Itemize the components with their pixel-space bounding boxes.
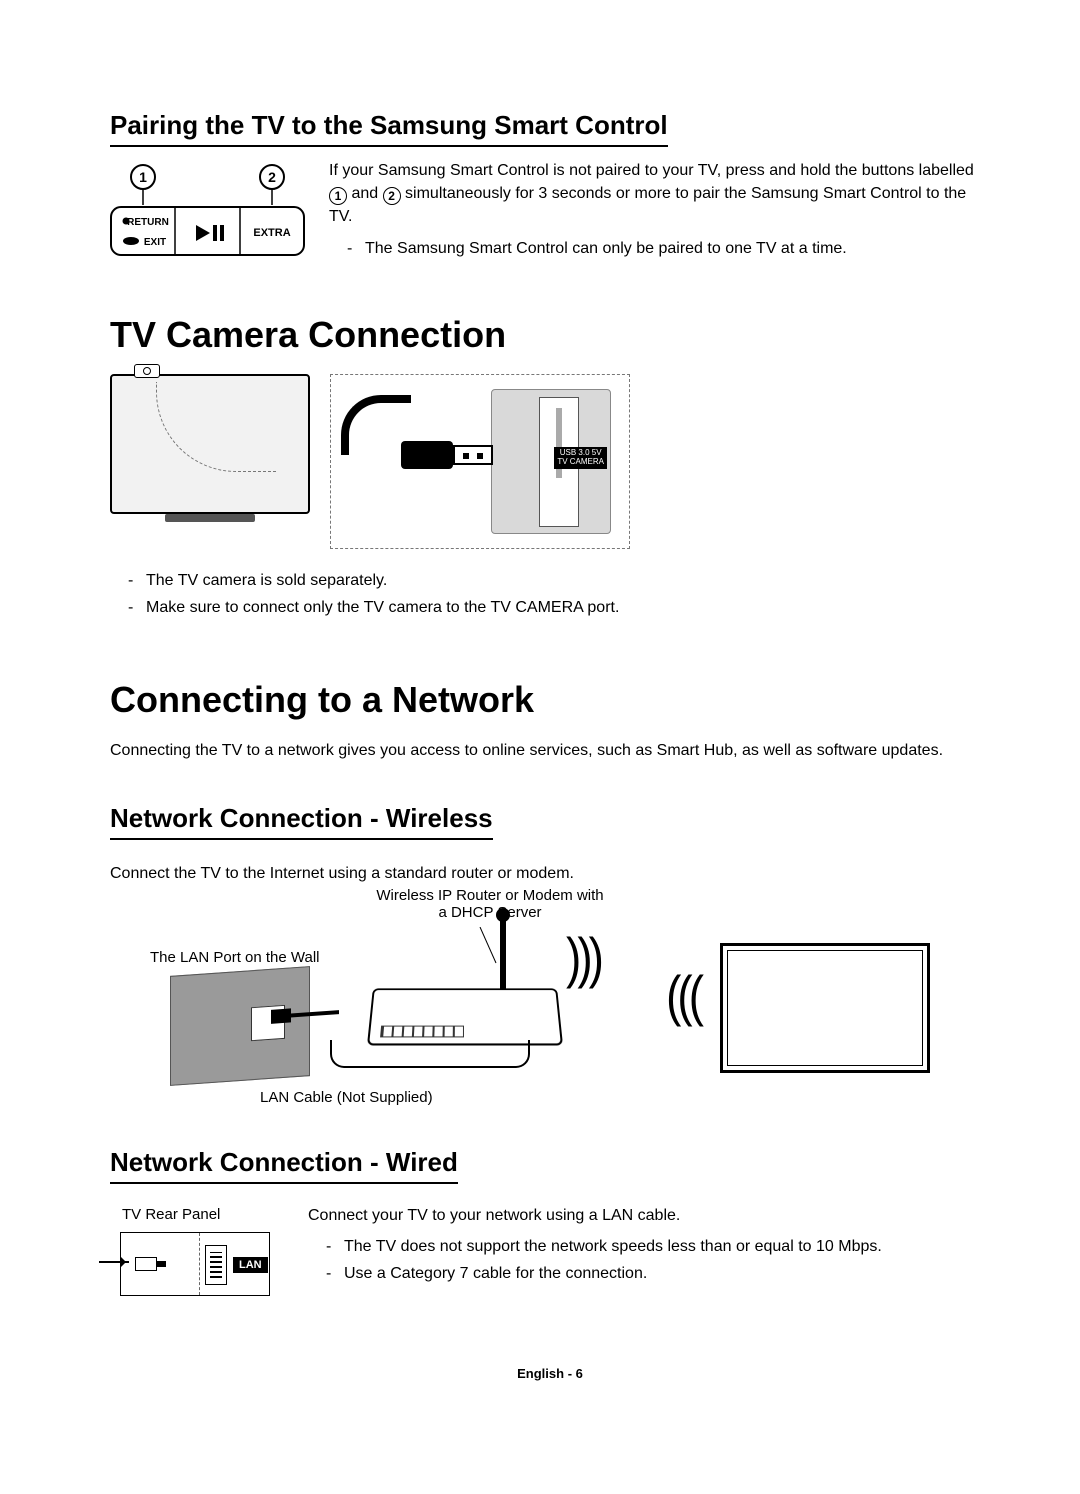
pairing-heading: Pairing the TV to the Samsung Smart Cont…: [110, 110, 668, 147]
footer-page: 6: [576, 1366, 583, 1381]
footer-sep: -: [564, 1366, 576, 1381]
dash-icon: -: [326, 1262, 344, 1285]
router-pointer-line: [460, 927, 500, 967]
camera-icon: [134, 364, 160, 378]
wireless-diagram: Wireless IP Router or Modem with a DHCP …: [110, 891, 930, 1131]
camera-tv-illustration: [110, 374, 310, 514]
router-label: Wireless IP Router or Modem with a DHCP …: [360, 887, 620, 921]
tv-rear-label: TV Rear Panel: [122, 1204, 280, 1226]
lan-cable-label: LAN Cable (Not Supplied): [260, 1089, 433, 1106]
pairing-text: If your Samsung Smart Control is not pai…: [329, 159, 990, 264]
camera-port-detail: USB 3.0 5V TV CAMERA: [330, 374, 630, 549]
pairing-note-text: The Samsung Smart Control can only be pa…: [365, 237, 847, 260]
wired-text: Connect your TV to your network using a …: [308, 1202, 990, 1290]
network-intro: Connecting the TV to a network gives you…: [110, 739, 990, 762]
remote-diagram: 1 2 RETURN EXIT EXTRA: [110, 159, 305, 274]
page-footer: English - 6: [110, 1366, 990, 1381]
router-icon: [370, 986, 560, 1046]
camera-heading: TV Camera Connection: [110, 314, 990, 356]
remote-num1: 1: [139, 169, 147, 185]
wireless-heading: Network Connection - Wireless: [110, 803, 493, 840]
pairing-note: - The Samsung Smart Control can only be …: [329, 237, 990, 260]
wired-section: Network Connection - Wired TV Rear Panel…: [110, 1147, 990, 1296]
pairing-para-c: simultaneously for 3 seconds or more to …: [329, 185, 966, 225]
remote-return-label: RETURN: [127, 217, 169, 228]
network-heading: Connecting to a Network: [110, 679, 990, 721]
dash-icon: -: [128, 569, 146, 592]
dash-icon: -: [326, 1235, 344, 1258]
wireless-section: Network Connection - Wireless Connect th…: [110, 803, 990, 1131]
page: Pairing the TV to the Samsung Smart Cont…: [0, 0, 1080, 1441]
inline-num-1: 1: [329, 187, 347, 205]
dash-icon: -: [347, 237, 365, 260]
wall-port-label: The LAN Port on the Wall: [150, 949, 320, 966]
pairing-paragraph: If your Samsung Smart Control is not pai…: [329, 159, 990, 229]
inline-num-2: 2: [383, 187, 401, 205]
remote-exit-label: EXIT: [144, 237, 166, 248]
remote-svg: 1 2 RETURN EXIT EXTRA: [110, 159, 305, 269]
wired-row: TV Rear Panel LAN Connect your TV to you…: [110, 1202, 990, 1296]
dash-icon: -: [128, 596, 146, 619]
tv-rear-diagram: TV Rear Panel LAN: [110, 1202, 280, 1296]
wifi-waves-in-icon: ))): [670, 963, 704, 1028]
tv-outline-icon: [720, 943, 930, 1073]
wifi-waves-out-icon: ))): [566, 925, 600, 990]
camera-figures: USB 3.0 5V TV CAMERA: [110, 374, 990, 549]
wired-note-0-text: The TV does not support the network spee…: [344, 1235, 882, 1258]
pairing-para-b: and: [347, 185, 383, 202]
footer-lang: English: [517, 1366, 564, 1381]
camera-note-0-text: The TV camera is sold separately.: [146, 569, 387, 592]
wired-note-1-text: Use a Category 7 cable for the connectio…: [344, 1262, 647, 1285]
tv-rear-box: LAN: [120, 1232, 270, 1296]
camera-cable: [156, 382, 276, 472]
lan-plug-icon: [135, 1257, 157, 1271]
wireless-intro: Connect the TV to the Internet using a s…: [110, 862, 990, 885]
remote-extra-label: EXTRA: [253, 227, 290, 239]
wired-note-0: - The TV does not support the network sp…: [308, 1235, 990, 1258]
lan-tag: LAN: [233, 1257, 268, 1273]
usb-plug-icon: [391, 435, 501, 475]
pairing-row: 1 2 RETURN EXIT EXTRA: [110, 159, 990, 274]
pairing-section: Pairing the TV to the Samsung Smart Cont…: [110, 110, 990, 274]
usb-port-label: USB 3.0 5V TV CAMERA: [554, 447, 607, 469]
camera-note-1-text: Make sure to connect only the TV camera …: [146, 596, 619, 619]
remote-num2: 2: [268, 169, 276, 185]
wired-heading: Network Connection - Wired: [110, 1147, 458, 1184]
cable-arrow-icon: [99, 1261, 129, 1263]
wired-note-1: - Use a Category 7 cable for the connect…: [308, 1262, 990, 1285]
wall-lan-port-icon: [170, 966, 310, 1086]
camera-note-1: - Make sure to connect only the TV camer…: [110, 596, 990, 619]
pairing-para-a: If your Samsung Smart Control is not pai…: [329, 162, 974, 179]
wired-intro: Connect your TV to your network using a …: [308, 1204, 990, 1227]
lan-port-icon: [205, 1245, 227, 1285]
camera-note-0: - The TV camera is sold separately.: [110, 569, 990, 592]
